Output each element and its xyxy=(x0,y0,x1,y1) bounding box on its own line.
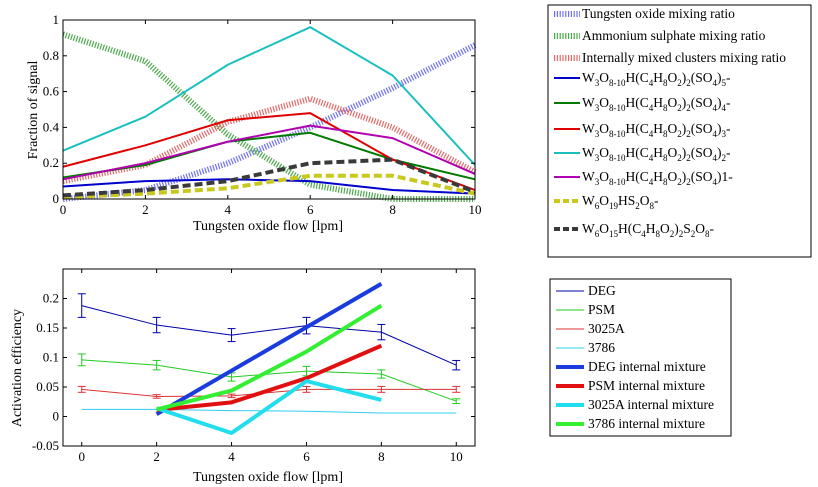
top-legend-label-8: W3O8-10H(C4H8O2)2(SO4)1- xyxy=(582,169,733,187)
top-legend: Tungsten oxide mixing ratio Ammonium sulp… xyxy=(547,4,812,258)
bottom-legend-label-psm-internal-mixture: PSM internal mixture xyxy=(588,378,705,393)
bottom-series-line-3025a-internal-mixture xyxy=(156,379,382,436)
top-series-line-9 xyxy=(62,173,476,200)
bottom-plot-area xyxy=(63,269,475,446)
top-y-tick-label: 0.4 xyxy=(43,119,60,134)
top-legend-label-4: W3O8-10H(C4H8O2)2(SO4)5- xyxy=(582,70,731,88)
top-legend-label-6: W3O8-10H(C4H8O2)2(SO4)3- xyxy=(582,121,731,139)
bottom-y-axis-label: Activation efficiency xyxy=(10,309,25,427)
bottom-y-tick-label: 0 xyxy=(53,409,60,424)
top-y-tick-label: 0 xyxy=(53,191,60,206)
top-series-line-5 xyxy=(62,131,476,181)
bottom-x-tick-label: 6 xyxy=(303,449,310,464)
bottom-series-line-3786-internal-mixture xyxy=(156,303,383,412)
top-x-tick-label: 10 xyxy=(469,202,482,217)
top-axes-box xyxy=(62,19,476,200)
bottom-legend-label-3025a-internal-mixture: 3025A internal mixture xyxy=(588,397,714,412)
top-legend-label-10: W6O15H(C4H8O2)2S2O8- xyxy=(582,221,715,239)
bottom-legend-label-deg-internal-mixture: DEG internal mixture xyxy=(588,359,706,374)
top-y-tick-label: 0.2 xyxy=(43,155,59,170)
top-legend-label-5: W3O8-10H(C4H8O2)2(SO4)4- xyxy=(582,95,731,113)
top-x-tick-label: 2 xyxy=(142,202,149,217)
top-axes: 0 2 4 6 8 10 0 0.2 0.4 0.6 0.8 1 xyxy=(43,12,482,217)
top-legend-label-9: W6O19HS2O8- xyxy=(582,193,659,211)
bottom-y-tick-label: 0.15 xyxy=(36,320,59,335)
bottom-legend-label-3786-internal-mixture: 3786 internal mixture xyxy=(588,416,705,431)
bottom-series-line-deg xyxy=(81,305,457,366)
top-chart: 0 2 4 6 8 10 0 0.2 0.4 0.6 0.8 1 Tungsten oxide flo… xyxy=(26,12,482,234)
bottom-x-axis-label: Tungsten oxide flow [lpm] xyxy=(193,470,343,485)
top-x-axis-label: Tungsten oxide flow [lpm] xyxy=(193,219,343,234)
bottom-series-line-deg-internal-mixture xyxy=(155,282,383,416)
bottom-legend: DEG PSM 3025A 3786 DEG internal mixture PSM i… xyxy=(549,278,732,437)
bottom-series-group xyxy=(77,282,461,436)
top-y-axis-label: Fraction of signal xyxy=(26,61,41,160)
bottom-x-tick-label: 8 xyxy=(378,449,385,464)
top-x-tick-label: 0 xyxy=(60,202,67,217)
bottom-legend-label-deg: DEG xyxy=(588,283,616,298)
top-y-tick-label: 1 xyxy=(53,12,60,27)
bottom-series-line-3025a xyxy=(81,388,457,397)
bottom-series-line-psm-internal-mixture xyxy=(156,343,383,412)
bottom-y-tick-label: -0.05 xyxy=(32,438,59,453)
top-legend-label-1: Tungsten oxide mixing ratio xyxy=(582,6,735,21)
top-x-tick-label: 8 xyxy=(389,202,396,217)
bottom-x-tick-label: 10 xyxy=(450,449,463,464)
top-y-tick-label: 0.6 xyxy=(43,84,60,99)
top-series-line-10 xyxy=(62,157,476,198)
bottom-legend-label-3025a: 3025A xyxy=(588,321,625,336)
bottom-axes: 0 2 4 6 8 10 -0.05 0 0.05 0.1 0.15 0.2 xyxy=(32,268,476,464)
bottom-x-tick-label: 4 xyxy=(228,449,235,464)
bottom-x-tick-label: 0 xyxy=(78,449,85,464)
bottom-y-tick-label: 0.2 xyxy=(43,291,59,306)
top-series-line-6 xyxy=(62,112,476,191)
top-series-line-7 xyxy=(62,26,476,166)
top-series-group xyxy=(62,26,477,202)
top-legend-label-7: W3O8-10H(C4H8O2)2(SO4)2- xyxy=(582,145,731,163)
top-x-tick-label: 4 xyxy=(225,202,232,217)
bottom-y-tick-label: 0.05 xyxy=(36,379,59,394)
bottom-chart: 0 2 4 6 8 10 -0.05 0 0.05 0.1 0.15 0.2 Tungsten oxi… xyxy=(10,268,476,485)
top-y-tick-label: 0.8 xyxy=(43,48,59,63)
top-plot-area xyxy=(63,20,475,199)
top-x-tick-label: 6 xyxy=(307,202,314,217)
top-legend-label-3: Internally mixed clusters mixing ratio xyxy=(582,50,786,65)
bottom-legend-label-psm: PSM xyxy=(588,302,615,317)
bottom-series-line-psm xyxy=(81,359,457,402)
bottom-plot-background xyxy=(63,269,475,446)
top-legend-box xyxy=(547,4,812,258)
top-legend-label-2: Ammonium sulphate mixing ratio xyxy=(582,28,766,43)
bottom-series-line-3786 xyxy=(81,408,457,414)
bottom-legend-box xyxy=(549,278,732,437)
top-plot-background xyxy=(63,20,475,199)
top-series-line-8 xyxy=(62,124,476,181)
bottom-y-tick-label: 0.1 xyxy=(43,350,59,365)
bottom-legend-label-3786: 3786 xyxy=(588,340,615,355)
bottom-x-tick-label: 2 xyxy=(153,449,160,464)
